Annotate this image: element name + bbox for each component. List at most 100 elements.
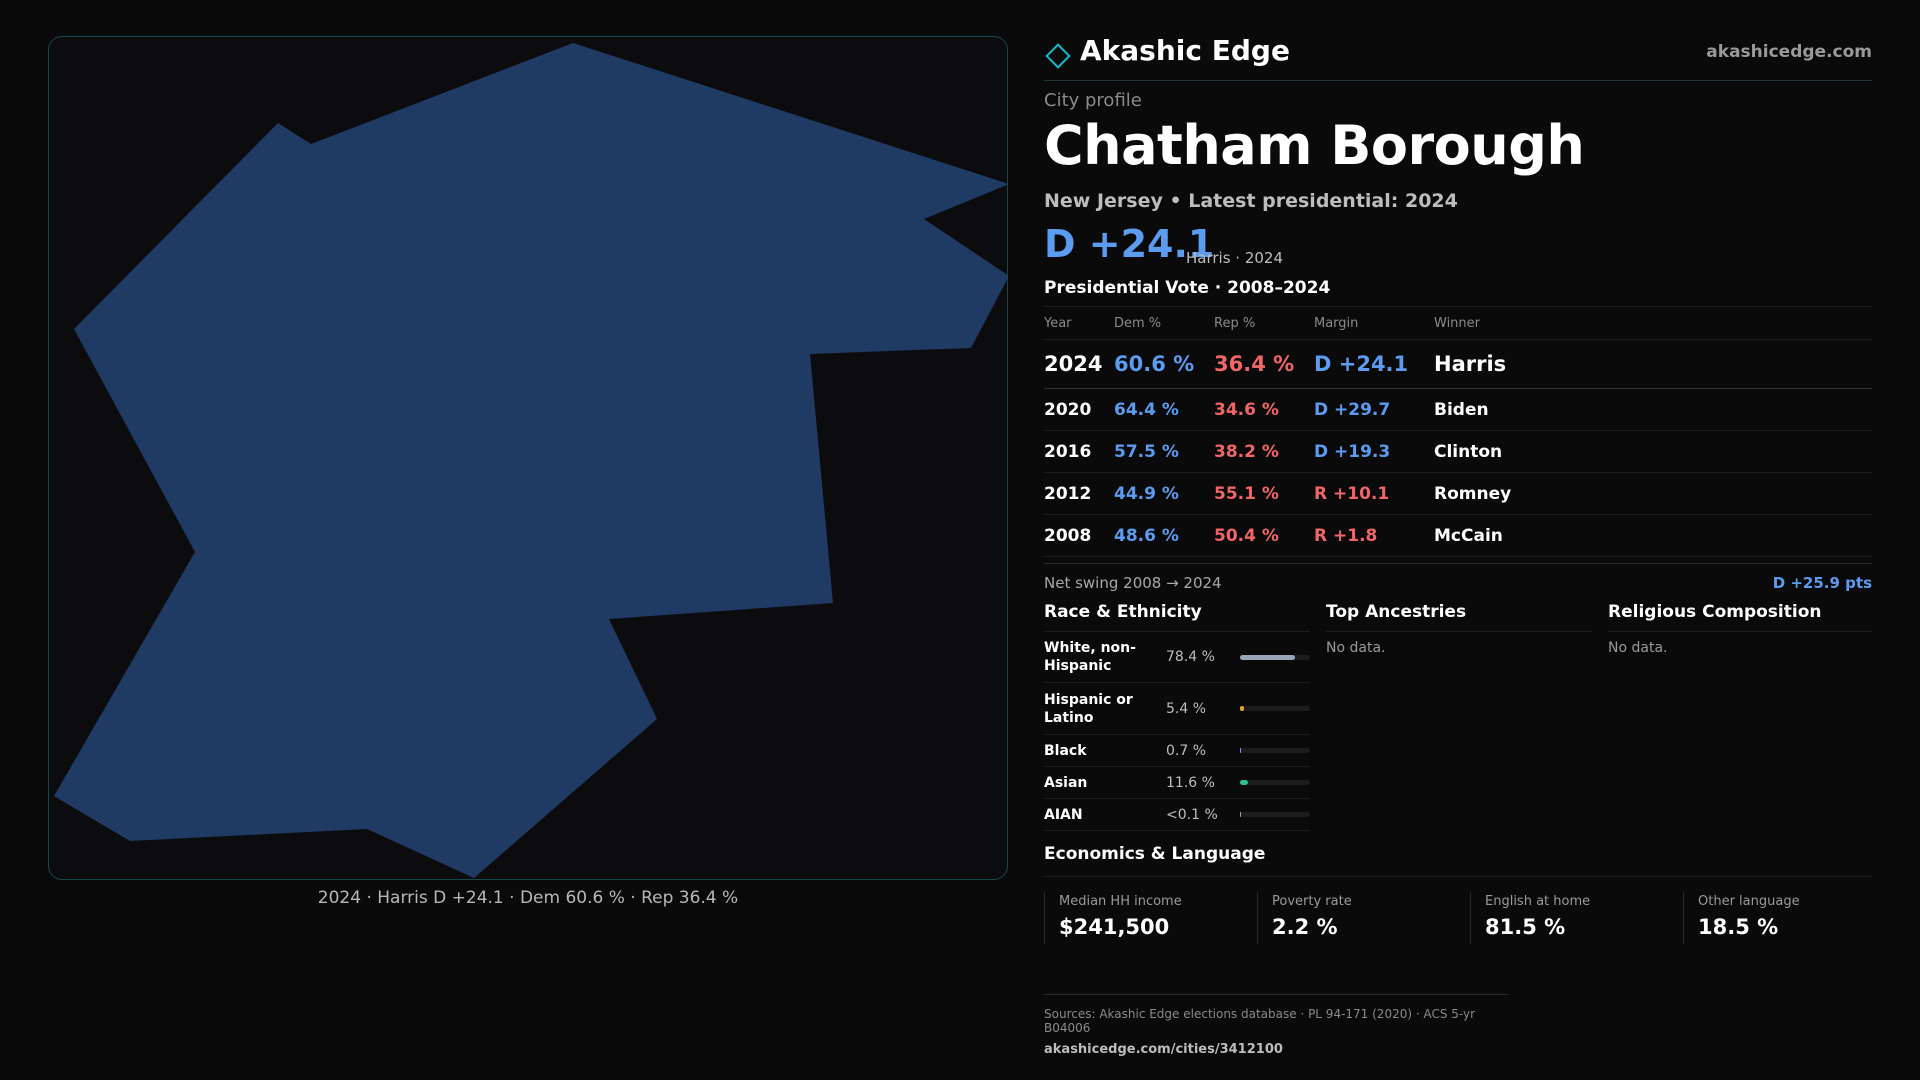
religion-section-title: Religious Composition xyxy=(1608,600,1872,632)
stat-value: 18.5 % xyxy=(1698,915,1779,939)
race-bar-fill xyxy=(1240,706,1244,711)
row-dem: 57.5 % xyxy=(1114,430,1214,473)
net-swing-label: Net swing 2008 → 2024 xyxy=(1044,574,1222,592)
diamond-logo-icon xyxy=(1045,43,1071,69)
row-winner: Clinton xyxy=(1434,430,1872,473)
stat-poverty-rate: Poverty rate 2.2 % xyxy=(1257,892,1453,944)
page-kicker: City profile xyxy=(1044,90,1142,111)
race-row: Hispanic or Latino 5.4 % xyxy=(1044,683,1310,735)
row-margin: D +19.3 xyxy=(1314,430,1434,473)
race-label: AIAN xyxy=(1044,806,1083,823)
race-bar xyxy=(1240,706,1310,711)
net-swing-row: Net swing 2008 → 2024 D +25.9 pts xyxy=(1044,563,1872,600)
row-winner: Romney xyxy=(1434,472,1872,515)
column-header: Dem % xyxy=(1114,306,1214,340)
table-row: 2008 48.6 % 50.4 % R +1.8 McCain xyxy=(1044,514,1872,557)
stat-label: Other language xyxy=(1698,894,1800,909)
stat-value: 2.2 % xyxy=(1272,915,1338,939)
race-section-title: Race & Ethnicity xyxy=(1044,600,1310,632)
ancestries-section: Top Ancestries No data. xyxy=(1326,600,1592,656)
race-bar-fill xyxy=(1240,654,1295,660)
footer-url[interactable]: akashicedge.com/cities/3412100 xyxy=(1044,1042,1283,1057)
row-winner: Harris xyxy=(1434,339,1872,389)
table-row: 2020 64.4 % 34.6 % D +29.7 Biden xyxy=(1044,388,1872,431)
row-dem: 48.6 % xyxy=(1114,514,1214,557)
row-winner: McCain xyxy=(1434,514,1872,557)
row-year: 2024 xyxy=(1044,339,1114,389)
row-margin: R +1.8 xyxy=(1314,514,1434,557)
table-row: 2024 60.6 % 36.4 % D +24.1 Harris xyxy=(1044,339,1872,389)
race-value: 78.4 % xyxy=(1166,649,1215,665)
brand-url[interactable]: akashicedge.com xyxy=(1706,42,1872,62)
stat-label: Median HH income xyxy=(1059,894,1182,909)
race-row: White, non-Hispanic 78.4 % xyxy=(1044,632,1310,683)
race-label: Hispanic or Latino xyxy=(1044,691,1133,726)
race-bar-fill xyxy=(1240,748,1242,753)
table-row: 2016 57.5 % 38.2 % D +19.3 Clinton xyxy=(1044,430,1872,473)
stat-value: $241,500 xyxy=(1059,915,1170,939)
city-boundary-map xyxy=(54,43,1007,878)
column-header: Year xyxy=(1044,306,1114,340)
column-header: Winner xyxy=(1434,306,1872,340)
table-header-row: Year Dem % Rep % Margin Winner xyxy=(1044,306,1872,340)
column-header: Margin xyxy=(1314,306,1434,340)
race-value: 0.7 % xyxy=(1166,742,1207,759)
footer: Sources: Akashic Edge elections database… xyxy=(1044,994,1508,1057)
headline-margin: D +24.1 xyxy=(1044,222,1215,266)
row-year: 2020 xyxy=(1044,388,1114,431)
stat-median-income: Median HH income $241,500 xyxy=(1044,892,1240,944)
row-rep: 55.1 % xyxy=(1214,472,1314,515)
row-margin: R +10.1 xyxy=(1314,472,1434,515)
race-bar xyxy=(1240,748,1310,753)
race-bar xyxy=(1240,812,1310,817)
stat-label: English at home xyxy=(1485,894,1591,909)
brand-header: Akashic Edge akashicedge.com xyxy=(1044,32,1872,81)
page-subtitle: New Jersey • Latest presidential: 2024 xyxy=(1044,190,1458,212)
race-bar xyxy=(1240,780,1310,785)
stat-value: 81.5 % xyxy=(1485,915,1566,939)
race-section: Race & Ethnicity White, non-Hispanic 78.… xyxy=(1044,600,1310,831)
race-value: 5.4 % xyxy=(1166,700,1207,717)
row-rep: 36.4 % xyxy=(1214,339,1314,389)
row-dem: 44.9 % xyxy=(1114,472,1214,515)
race-label: Black xyxy=(1044,742,1087,759)
race-value: <0.1 % xyxy=(1166,806,1218,823)
table-row: 2012 44.9 % 55.1 % R +10.1 Romney xyxy=(1044,472,1872,515)
race-row: Asian 11.6 % xyxy=(1044,767,1310,799)
net-swing-value: D +25.9 pts xyxy=(1772,574,1872,592)
city-boundary-shape[interactable] xyxy=(54,43,1007,878)
economics-stats: Median HH income $241,500 Poverty rate 2… xyxy=(1044,892,1872,944)
row-year: 2012 xyxy=(1044,472,1114,515)
race-bar xyxy=(1240,654,1310,660)
race-bar-fill xyxy=(1240,780,1249,785)
row-year: 2008 xyxy=(1044,514,1114,557)
row-dem: 64.4 % xyxy=(1114,388,1214,431)
row-margin: D +24.1 xyxy=(1314,339,1434,389)
row-year: 2016 xyxy=(1044,430,1114,473)
row-winner: Biden xyxy=(1434,388,1872,431)
race-label: White, non-Hispanic xyxy=(1044,640,1136,674)
row-rep: 38.2 % xyxy=(1214,430,1314,473)
footer-sources: Sources: Akashic Edge elections database… xyxy=(1044,1007,1476,1035)
stat-label: Poverty rate xyxy=(1272,894,1352,909)
race-row: AIAN <0.1 % xyxy=(1044,799,1310,831)
ancestries-section-title: Top Ancestries xyxy=(1326,600,1592,632)
stat-other-language: Other language 18.5 % xyxy=(1683,892,1879,944)
race-bar-fill xyxy=(1240,812,1241,817)
race-value: 11.6 % xyxy=(1166,774,1215,791)
religion-empty-message: No data. xyxy=(1608,640,1668,656)
religion-section: Religious Composition No data. xyxy=(1608,600,1872,656)
map-caption: 2024 · Harris D +24.1 · Dem 60.6 % · Rep… xyxy=(317,888,739,908)
map-panel xyxy=(48,36,1008,880)
ancestries-empty-message: No data. xyxy=(1326,640,1386,656)
race-label: Asian xyxy=(1044,774,1088,791)
presidential-section-title: Presidential Vote · 2008–2024 xyxy=(1044,278,1331,298)
row-dem: 60.6 % xyxy=(1114,339,1214,389)
stat-english-at-home: English at home 81.5 % xyxy=(1470,892,1666,944)
headline-note: Harris · 2024 xyxy=(1186,249,1284,267)
presidential-vote-table: Year Dem % Rep % Margin Winner 2024 60.6… xyxy=(1044,306,1872,557)
row-rep: 50.4 % xyxy=(1214,514,1314,557)
row-rep: 34.6 % xyxy=(1214,388,1314,431)
economics-section-title: Economics & Language xyxy=(1044,844,1872,877)
column-header: Rep % xyxy=(1214,306,1314,340)
